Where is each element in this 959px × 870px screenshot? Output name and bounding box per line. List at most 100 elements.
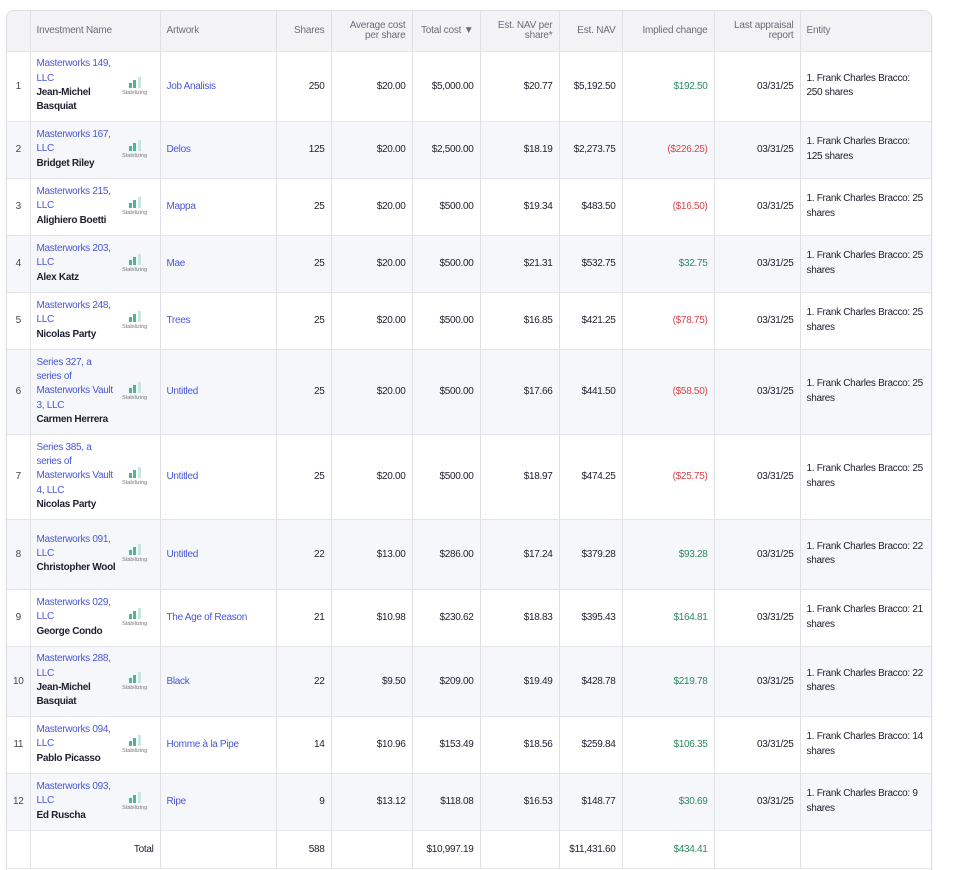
header-average-cost[interactable]: Average cost per share [331, 11, 413, 52]
entity-cell: 1. Frank Charles Bracco: 14 shares [800, 716, 931, 774]
header-last-appraisal[interactable]: Last appraisal report [714, 11, 801, 52]
artwork-link[interactable]: Job Analisis [166, 80, 217, 92]
artwork-cell: Untitled [160, 349, 277, 435]
table-header-row: Investment Name Artwork Shares Average c… [7, 11, 931, 52]
stabilizing-badge: Stabilizing [118, 253, 152, 273]
investment-name-link[interactable]: Masterworks 091, LLC [36, 533, 111, 559]
entity-cell: 1. Frank Charles Bracco: 25 shares [800, 292, 931, 350]
table-row[interactable]: 7 Series 385, a series of Masterworks Vau… [7, 434, 931, 520]
artwork-link[interactable]: Homme à la Pipe [166, 739, 240, 750]
entity-cell: 1. Frank Charles Bracco: 9 shares [800, 773, 931, 831]
investment-name-cell: Masterworks 288, LLC Jean-Michel Basquiat… [30, 646, 161, 717]
artwork-link[interactable]: Trees [166, 315, 191, 326]
implied-change-cell: ($16.50) [622, 178, 715, 236]
header-entity[interactable]: Entity [800, 11, 931, 52]
appraisal-date-cell: 03/31/25 [714, 773, 801, 831]
header-artwork[interactable]: Artwork [160, 11, 277, 52]
total-cost-cell: $209.00 [412, 646, 481, 717]
total-cost-cell: $500.00 [412, 434, 481, 520]
artwork-link[interactable]: Untitled [166, 471, 199, 482]
investment-name-link[interactable]: Masterworks 093, LLC [36, 781, 111, 807]
stabilizing-label: Stabilizing [122, 323, 148, 330]
stabilizing-bars-icon [128, 310, 141, 322]
shares-cell: 22 [276, 519, 332, 590]
artist-name: Nicolas Party [36, 498, 97, 510]
artwork-link[interactable]: Mae [166, 258, 186, 269]
stabilizing-badge: Stabilizing [118, 466, 152, 486]
artist-name: Bridget Riley [36, 157, 95, 169]
stabilizing-label: Stabilizing [122, 479, 148, 486]
header-total-cost[interactable]: Total cost ▼ [412, 11, 481, 52]
table-row[interactable]: 11 Masterworks 094, LLC Pablo Picasso Stabi… [7, 716, 931, 774]
header-row-number [7, 11, 31, 52]
investment-name-link[interactable]: Masterworks 029, LLC [36, 597, 111, 623]
table-row[interactable]: 5 Masterworks 248, LLC Nicolas Party Stabil… [7, 292, 931, 350]
header-implied-change[interactable]: Implied change [622, 11, 715, 52]
stabilizing-badge: Stabilizing [118, 607, 152, 627]
header-est-nav[interactable]: Est. NAV [559, 11, 623, 52]
investment-name-link[interactable]: Masterworks 248, LLC [36, 300, 111, 326]
artwork-link[interactable]: Untitled [166, 386, 199, 397]
implied-change-cell: $93.28 [622, 519, 715, 590]
average-cost-cell: $20.00 [331, 349, 413, 435]
investment-name-link[interactable]: Series 327, a series of Masterworks Vaul… [36, 356, 114, 411]
holdings-table-card: Investment Name Artwork Shares Average c… [6, 10, 932, 870]
implied-change-cell: ($226.25) [622, 121, 715, 179]
table-row[interactable]: 1 Masterworks 149, LLC Jean-Michel Basquia… [7, 51, 931, 122]
artwork-cell: Delos [160, 121, 277, 179]
stabilizing-label: Stabilizing [122, 266, 148, 273]
stabilizing-bars-icon [128, 607, 141, 619]
shares-cell: 9 [276, 773, 332, 831]
entity-cell: 1. Frank Charles Bracco: 25 shares [800, 349, 931, 435]
table-row[interactable]: 3 Masterworks 215, LLC Alighiero Boetti Sta… [7, 178, 931, 236]
table-row[interactable]: 6 Series 327, a series of Masterworks Vau… [7, 349, 931, 435]
table-row[interactable]: 9 Masterworks 029, LLC George Condo Stabili… [7, 589, 931, 647]
stabilizing-badge: Stabilizing [118, 734, 152, 754]
investment-name-link[interactable]: Series 385, a series of Masterworks Vaul… [36, 441, 114, 496]
artwork-link[interactable]: Ripe [166, 796, 187, 807]
artwork-link[interactable]: Mappa [166, 201, 196, 212]
artwork-cell: Homme à la Pipe [160, 716, 277, 774]
investment-name-link[interactable]: Masterworks 094, LLC [36, 724, 111, 750]
entity-cell: 1. Frank Charles Bracco: 250 shares [800, 51, 931, 122]
total-cost-cell: $500.00 [412, 292, 481, 350]
header-investment-name[interactable]: Investment Name [30, 11, 161, 52]
row-number: 5 [7, 292, 31, 350]
artwork-cell: Trees [160, 292, 277, 350]
total-cost-cell: $5,000.00 [412, 51, 481, 122]
investment-name-link[interactable]: Masterworks 288, LLC [36, 653, 111, 679]
stabilizing-label: Stabilizing [122, 557, 148, 564]
artwork-link[interactable]: Black [166, 675, 190, 687]
est-nav-cell: $474.25 [559, 434, 623, 520]
appraisal-date-cell: 03/31/25 [714, 589, 801, 647]
investment-name-link[interactable]: Masterworks 215, LLC [36, 186, 111, 212]
nav-per-share-cell: $19.34 [480, 178, 560, 236]
table-row[interactable]: 2 Masterworks 167, LLC Bridget Riley Stabil… [7, 121, 931, 179]
nav-per-share-cell: $18.83 [480, 589, 560, 647]
investment-name-link[interactable]: Masterworks 167, LLC [36, 129, 111, 155]
entity-cell: 1. Frank Charles Bracco: 25 shares [800, 178, 931, 236]
artwork-cell: Black [160, 646, 277, 717]
table-row[interactable]: 8 Masterworks 091, LLC Christopher Wool Sta… [7, 519, 931, 590]
table-row[interactable]: 12 Masterworks 093, LLC Ed Ruscha Stabilizi… [7, 773, 931, 831]
artist-name: Alex Katz [36, 271, 80, 283]
artwork-link[interactable]: The Age of Reason [166, 612, 248, 623]
table-row[interactable]: 4 Masterworks 203, LLC Alex Katz Stabilizin… [7, 235, 931, 293]
table-row[interactable]: 10 Masterworks 288, LLC Jean-Michel Basqui… [7, 646, 931, 717]
artwork-link[interactable]: Untitled [166, 548, 199, 560]
total-cost-cell: $230.62 [412, 589, 481, 647]
investment-name-link[interactable]: Masterworks 203, LLC [36, 243, 111, 269]
nav-per-share-cell: $19.49 [480, 646, 560, 717]
investment-name-link[interactable]: Masterworks 149, LLC [36, 58, 111, 84]
total-cost-sum: $10,997.19 [412, 829, 481, 869]
average-cost-cell: $10.96 [331, 716, 413, 774]
stabilizing-badge: Stabilizing [118, 310, 152, 330]
total-cost-cell: $118.08 [412, 773, 481, 831]
total-label: Total [30, 829, 161, 869]
stabilizing-badge: Stabilizing [118, 76, 152, 96]
header-shares[interactable]: Shares [276, 11, 332, 52]
artwork-link[interactable]: Delos [166, 144, 191, 155]
header-nav-per-share[interactable]: Est. NAV per share* [480, 11, 560, 52]
shares-cell: 25 [276, 178, 332, 236]
row-number: 6 [7, 349, 31, 435]
